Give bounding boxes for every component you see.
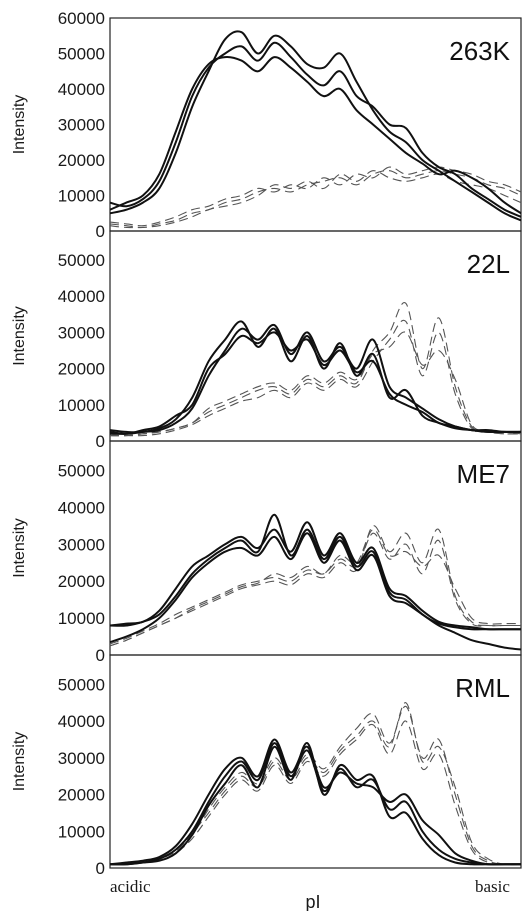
- y-tick-label: 30000: [58, 535, 105, 554]
- solid-series-line: [109, 30, 522, 222]
- x-end-label: basic: [475, 877, 510, 896]
- y-tick-label: 10000: [58, 822, 105, 841]
- y-axis-label: Intensity: [11, 306, 28, 366]
- y-tick-label: 10000: [58, 609, 105, 628]
- panel-1: 0 10000 20000 30000 40000 50000 Intensity 22L: [11, 230, 522, 451]
- solid-series-line: [109, 331, 522, 435]
- dashed-series-line: [109, 720, 522, 865]
- y-tick-label: 20000: [58, 572, 105, 591]
- panel-title: 263K: [449, 36, 510, 66]
- y-tick-label: 40000: [58, 498, 105, 517]
- dashed-series-line: [109, 302, 522, 437]
- y-axis-label: Intensity: [11, 95, 28, 155]
- y-tick-label: 40000: [58, 80, 105, 99]
- solid-series-line: [109, 738, 521, 866]
- y-tick-label: 50000: [58, 462, 105, 481]
- y-tick-label: 20000: [58, 360, 105, 379]
- solid-series-line: [109, 55, 522, 215]
- solid-series-line: [109, 41, 522, 218]
- dashed-series-line: [109, 705, 522, 866]
- y-tick-label: 10000: [58, 396, 105, 415]
- solid-series-line: [109, 742, 521, 866]
- dashed-series-line: [109, 170, 522, 228]
- y-tick-label: 50000: [58, 251, 105, 270]
- x-axis-label: pI: [305, 892, 320, 911]
- y-tick-label: 0: [96, 222, 105, 241]
- solid-series-line: [109, 320, 521, 434]
- chart-panels: 0 10000 20000 30000 40000 50000 60000 Intensity…: [11, 9, 522, 878]
- y-tick-label: 20000: [58, 786, 105, 805]
- y-tick-label: 0: [96, 432, 105, 451]
- panel-frame: [109, 654, 522, 869]
- dashed-series-line: [109, 170, 522, 229]
- y-tick-label: 50000: [58, 45, 105, 64]
- y-tick-label: 10000: [58, 187, 105, 206]
- solid-series-line: [109, 532, 522, 651]
- y-axis-label: Intensity: [11, 732, 28, 792]
- y-tick-label: 60000: [58, 9, 105, 28]
- x-start-label: acidic: [110, 877, 151, 896]
- y-tick-label: 50000: [58, 675, 105, 694]
- panel-title: ME7: [457, 459, 510, 489]
- y-tick-label: 30000: [58, 749, 105, 768]
- panel-frame: [109, 230, 522, 442]
- y-tick-label: 30000: [58, 116, 105, 135]
- dashed-series-line: [110, 319, 522, 437]
- solid-series-line: [109, 513, 521, 631]
- y-tick-label: 0: [96, 859, 105, 878]
- y-tick-label: 40000: [58, 287, 105, 306]
- panel-2: 0 10000 20000 30000 40000 50000 Intensity ME7: [11, 440, 522, 665]
- y-tick-label: 20000: [58, 151, 105, 170]
- dashed-series-line: [109, 166, 522, 227]
- y-axis-label: Intensity: [11, 518, 28, 578]
- solid-series-line: [109, 521, 521, 631]
- y-tick-label: 40000: [58, 712, 105, 731]
- dashed-series-line: [109, 529, 521, 647]
- panel-0: 0 10000 20000 30000 40000 50000 60000 Intensity…: [11, 9, 522, 241]
- panel-title: 22L: [467, 249, 510, 279]
- dashed-series-line: [109, 532, 521, 645]
- y-tick-label: 0: [96, 646, 105, 665]
- dashed-series-line: [109, 702, 522, 866]
- dashed-series-line: [109, 331, 522, 437]
- y-tick-label: 30000: [58, 323, 105, 342]
- panel-3: 0 10000 20000 30000 40000 50000 Intensity RML: [11, 654, 522, 878]
- panel-title: RML: [455, 673, 510, 703]
